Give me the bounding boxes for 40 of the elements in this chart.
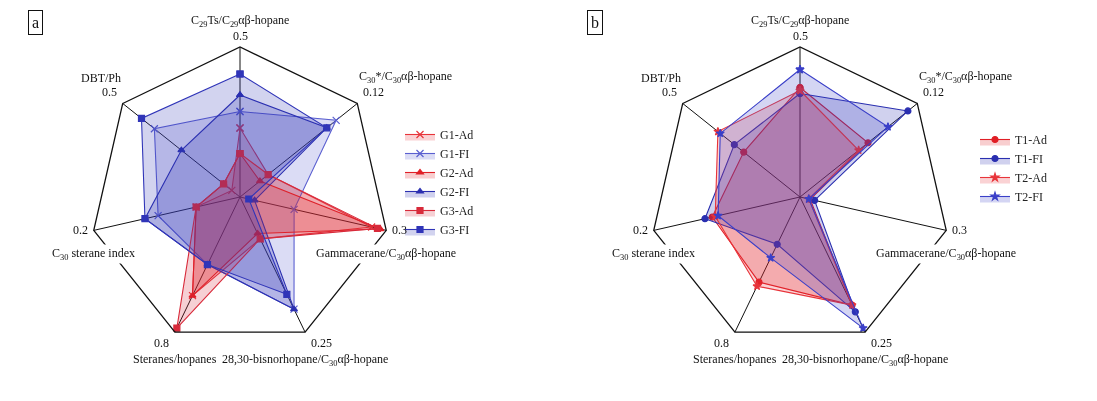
legend-label: G3-Ad (440, 204, 474, 219)
text: 0.3 (392, 223, 407, 237)
text: 0.12 (363, 85, 384, 99)
legend-label: T2-Ad (1015, 171, 1047, 186)
spoke-label: C$_{30}$*/C$_{30}$αβ-hopane (919, 69, 1013, 85)
spoke-label: 28,30-bisnorhopane/C$_{30}$αβ-hopane (782, 352, 949, 368)
legend-label: G2-FI (440, 185, 470, 200)
spoke-label: Steranes/hopanes (693, 352, 777, 366)
spoke-label: DBT/Ph (81, 71, 122, 85)
spoke-label: DBT/Ph (641, 71, 682, 85)
legend-label: G1-FI (440, 147, 470, 162)
text: 0.5 (662, 85, 677, 99)
legend-label: G1-Ad (440, 128, 474, 143)
legend-label: G2-Ad (440, 166, 474, 181)
legend-label: G3-FI (440, 223, 470, 238)
text: 0.3 (952, 223, 967, 237)
text: 0.2 (633, 223, 648, 237)
text: 0.25 (871, 336, 892, 350)
text: 0.5 (793, 29, 808, 43)
spoke-label: C$_{29}$Ts/C$_{29}$αβ-hopane (751, 13, 850, 29)
text: b (591, 14, 599, 31)
spoke-label: C$_{30}$*/C$_{30}$αβ-hopane (359, 69, 453, 85)
spoke-label: Gammacerane/C$_{30}$αβ-hopane (876, 246, 1017, 262)
text: 0.2 (73, 223, 88, 237)
text: 0.25 (311, 336, 332, 350)
text: 0.8 (154, 336, 169, 350)
text: 0.12 (923, 85, 944, 99)
legend-label: T2-FI (1015, 190, 1043, 205)
text: 0.8 (714, 336, 729, 350)
text: 0.5 (233, 29, 248, 43)
spoke-label: C$_{30}$ sterane index (612, 246, 696, 262)
legend-label: T1-FI (1015, 152, 1043, 167)
spoke-label: C$_{30}$ sterane index (52, 246, 136, 262)
text: 0.5 (102, 85, 117, 99)
legend-label: T1-Ad (1015, 133, 1047, 148)
spoke-label: Gammacerane/C$_{30}$αβ-hopane (316, 246, 457, 262)
spoke-label: Steranes/hopanes (133, 352, 217, 366)
spoke-label: C$_{29}$Ts/C$_{29}$αβ-hopane (191, 13, 290, 29)
text: a (32, 14, 40, 31)
spoke-label: 28,30-bisnorhopane/C$_{30}$αβ-hopane (222, 352, 389, 368)
